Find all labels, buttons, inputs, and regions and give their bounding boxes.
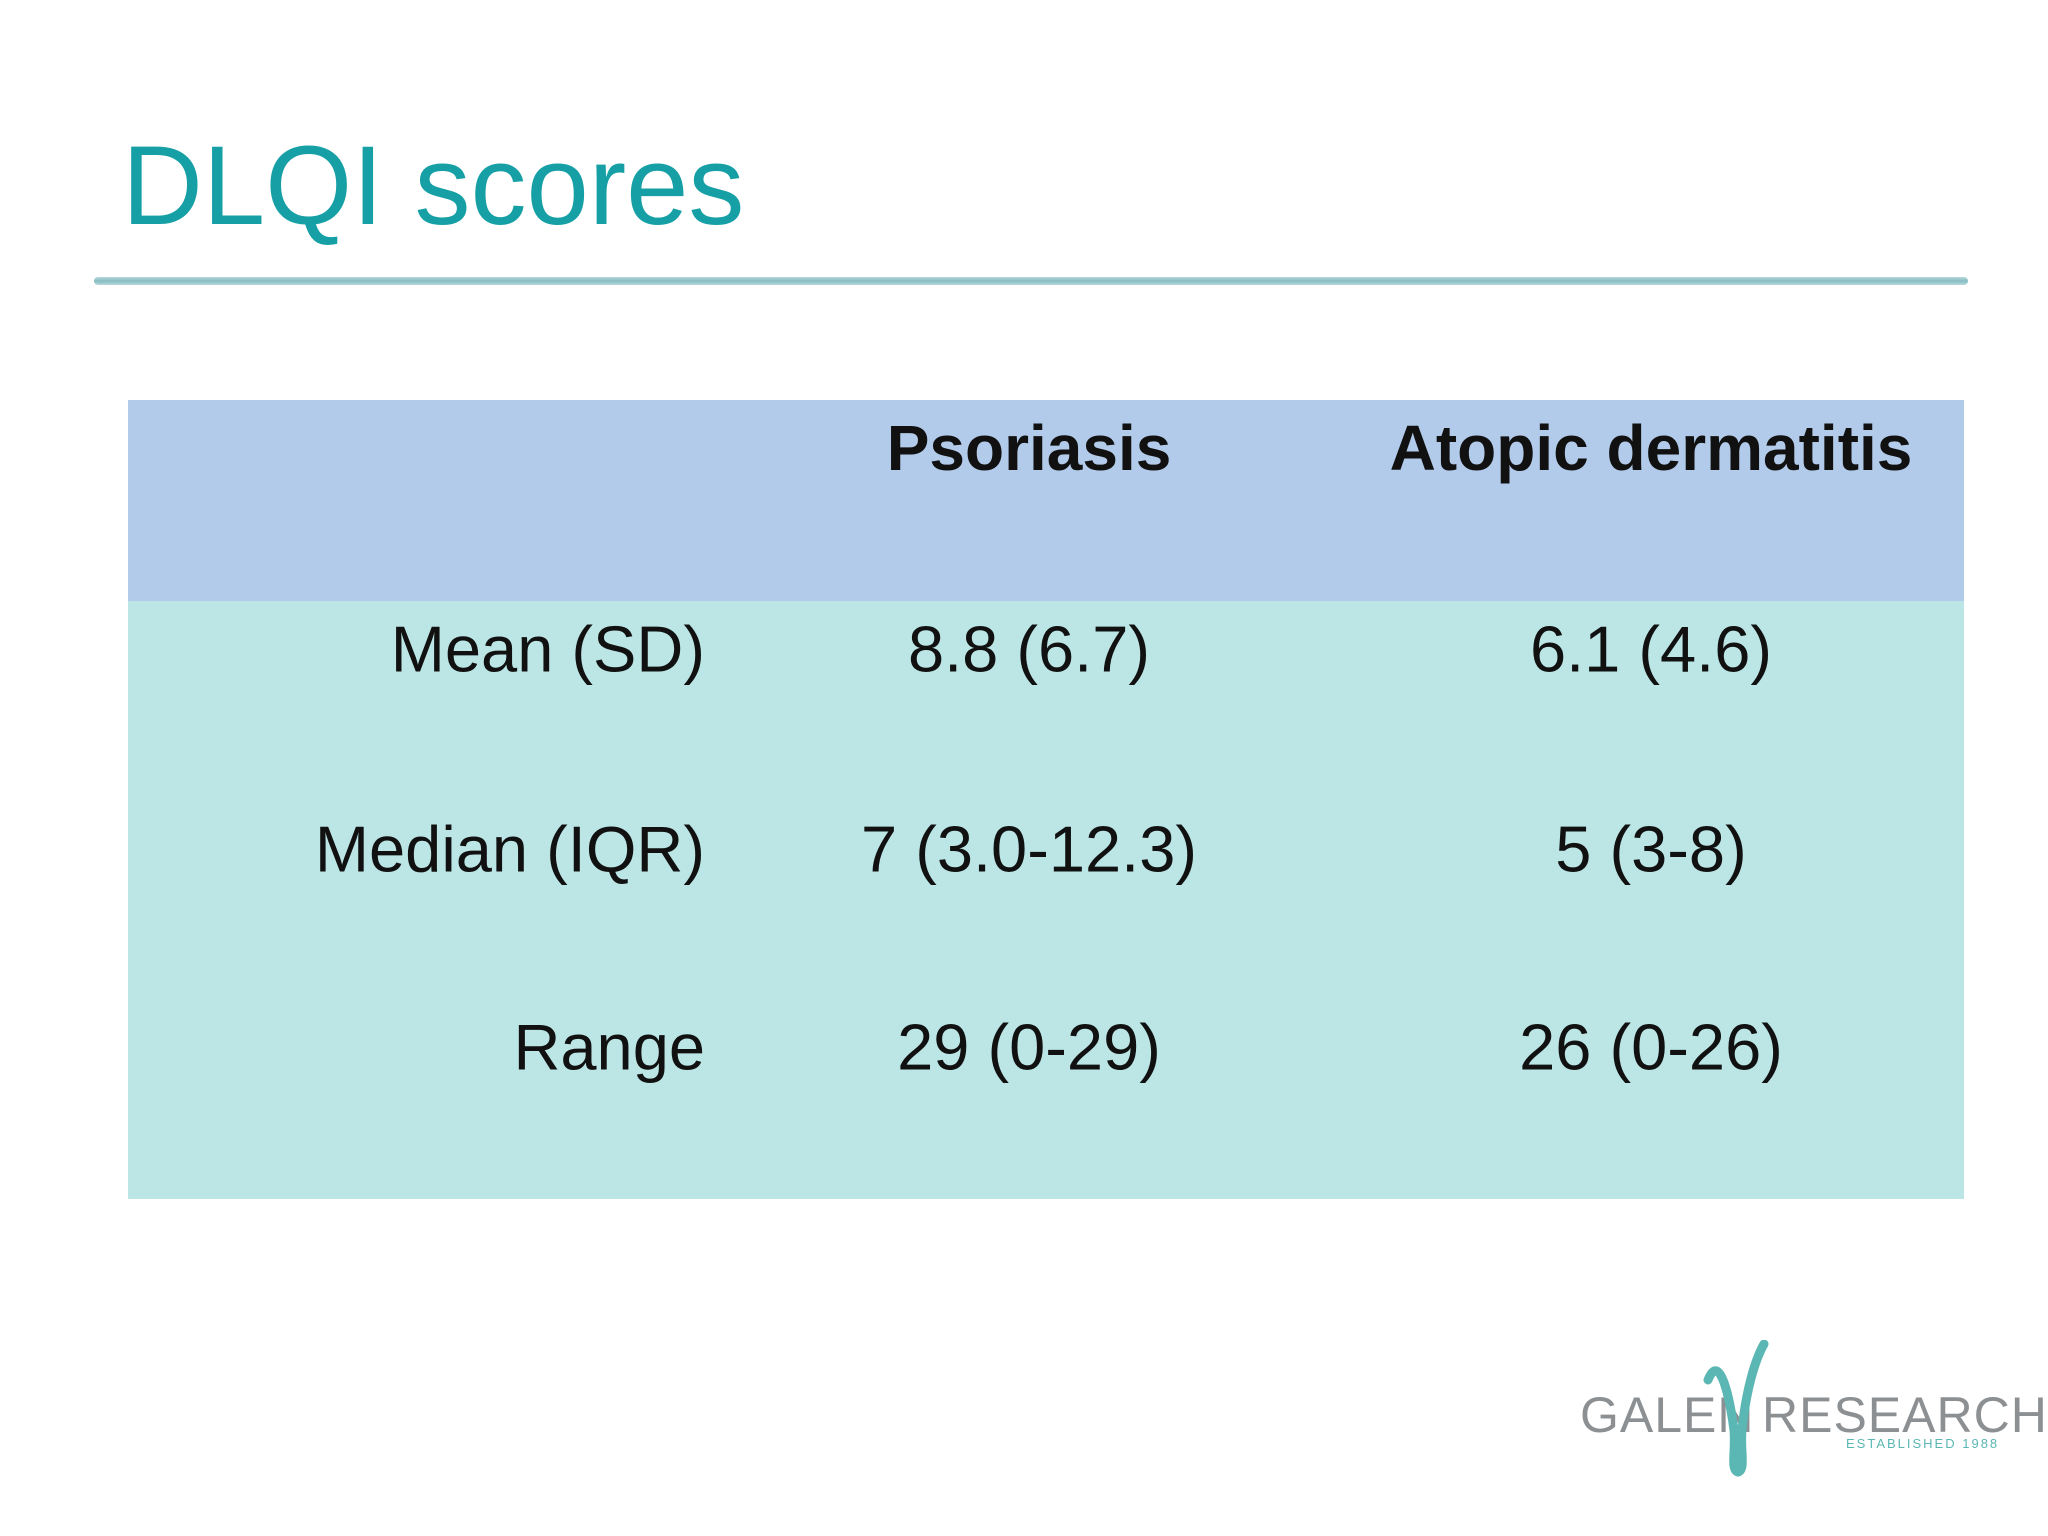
table-cell: 5 (3-8) (1555, 812, 1747, 886)
table-cell: 7 (3.0-12.3) (860, 812, 1198, 886)
row-label: Mean (SD) (390, 612, 705, 686)
row-label: Range (513, 1010, 705, 1084)
table-cell: 26 (0-26) (1519, 1010, 1783, 1084)
table-cell: 6.1 (4.6) (1529, 612, 1773, 686)
logo-tagline: ESTABLISHED 1988 (1846, 1436, 2000, 1451)
column-header: Atopic dermatitis (1389, 412, 1913, 484)
table-cell: 29 (0-29) (897, 1010, 1161, 1084)
column-header: Psoriasis (886, 412, 1172, 484)
row-label: Median (IQR) (314, 812, 705, 886)
logo-text: RESEARCH (1762, 1387, 2048, 1443)
table-header (128, 400, 1964, 601)
table-cell: 8.8 (6.7) (907, 612, 1151, 686)
title-rule (94, 277, 1968, 285)
logo-mark (1703, 1340, 1769, 1477)
slide-title: DLQI scores (122, 123, 745, 248)
